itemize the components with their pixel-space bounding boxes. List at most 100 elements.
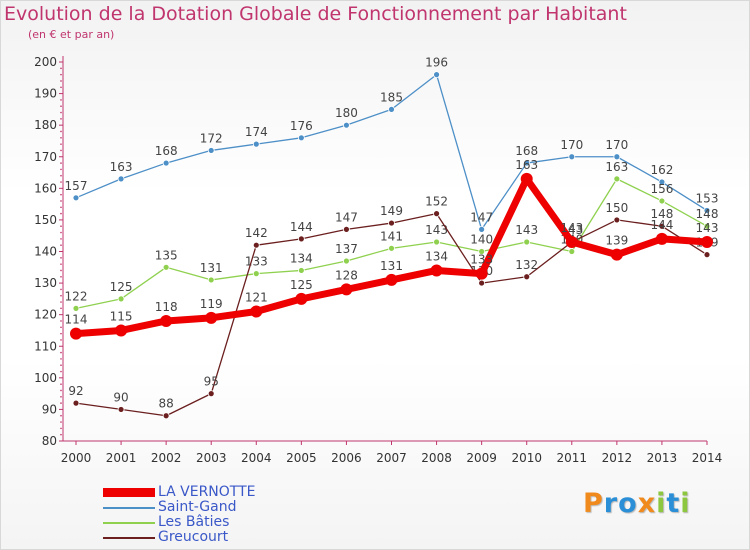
x-tick-label: 2009 (466, 451, 497, 465)
data-point-saint-gand (703, 207, 711, 214)
logo-letter: P (583, 488, 604, 519)
y-minor-tick (60, 143, 62, 145)
y-tick-label: 90 (42, 402, 57, 416)
data-label-saint-gand: 147 (470, 210, 493, 224)
x-tick-label: 2007 (376, 451, 407, 465)
legend: LA VERNOTTE Saint-Gand Les Bâties Greucourt (103, 485, 256, 545)
data-label-saint-gand: 162 (650, 163, 673, 177)
y-minor-tick (60, 67, 62, 70)
data-label-greucourt: 148 (650, 207, 673, 221)
y-minor-tick (60, 212, 62, 215)
x-tick-label: 2013 (647, 451, 678, 465)
y-tick-label: 180 (34, 118, 57, 132)
data-point-greucourt (523, 273, 531, 281)
y-tick-label: 140 (34, 245, 57, 259)
data-label-greucourt: 150 (605, 201, 628, 215)
y-minor-tick (60, 149, 62, 152)
legend-swatch (103, 488, 155, 497)
y-minor-tick (60, 275, 62, 278)
y-minor-tick (60, 257, 62, 259)
data-label-greucourt: 92 (68, 384, 83, 398)
legend-label: Saint-Gand (158, 499, 237, 515)
data-point-saint-gand (658, 178, 666, 186)
y-minor-tick (60, 414, 62, 417)
data-point-la-vernotte (385, 273, 398, 286)
y-minor-tick (60, 370, 62, 373)
chart-subtitle: (en € et par an) (28, 28, 115, 41)
data-point-la-vernotte (115, 324, 128, 337)
data-point-saint-gand (207, 147, 215, 154)
data-point-greucourt (162, 412, 170, 420)
data-point-greucourt (658, 222, 666, 230)
y-tick-label: 200 (34, 55, 57, 69)
x-tick-label: 2000 (61, 451, 92, 465)
data-label-la-vernotte: 121 (245, 291, 268, 305)
y-tick-label: 170 (34, 150, 57, 164)
data-point-la-vernotte (160, 314, 173, 327)
data-label-les-b-ties: 134 (290, 251, 313, 265)
data-point-la-vernotte (340, 283, 353, 296)
y-minor-tick (60, 137, 62, 139)
data-label-la-vernotte: 115 (110, 309, 133, 323)
x-tick-label: 2011 (557, 451, 588, 465)
y-tick-label: 80 (42, 434, 57, 448)
y-minor-tick (60, 111, 62, 114)
y-minor-tick (60, 118, 62, 120)
y-minor-tick (60, 86, 62, 89)
y-minor-tick (60, 389, 62, 392)
y-tick-label: 150 (34, 213, 57, 227)
y-minor-tick (60, 162, 62, 164)
data-point-les-b-ties (72, 304, 80, 312)
data-point-saint-gand (117, 175, 125, 183)
data-label-saint-gand: 174 (245, 125, 268, 139)
y-minor-tick (60, 263, 62, 265)
data-label-la-vernotte: 134 (425, 249, 448, 263)
legend-item-la-vernotte: LA VERNOTTE (103, 485, 256, 500)
y-minor-tick (60, 238, 62, 240)
data-label-les-b-ties: 141 (380, 229, 403, 243)
legend-label: Les Bâties (158, 514, 230, 530)
data-point-les-b-ties (252, 270, 260, 278)
legend-swatch (103, 521, 155, 524)
data-label-la-vernotte: 163 (515, 158, 538, 172)
y-minor-tick (60, 181, 62, 183)
y-minor-tick (60, 73, 62, 76)
data-label-la-vernotte: 128 (335, 268, 358, 282)
data-point-saint-gand (568, 153, 576, 161)
y-minor-tick (60, 307, 62, 310)
data-label-la-vernotte: 114 (65, 313, 88, 327)
data-point-les-b-ties (478, 248, 486, 255)
chart-title: Evolution de la Dotation Globale de Fonc… (4, 3, 627, 25)
y-tick-label: 100 (34, 371, 57, 385)
y-minor-tick (60, 225, 62, 228)
data-label-saint-gand: 172 (200, 131, 223, 145)
y-minor-tick (60, 99, 62, 101)
data-label-saint-gand: 170 (560, 138, 583, 152)
data-point-greucourt (72, 399, 80, 407)
legend-item-les-b-ties: Les Bâties (103, 515, 256, 530)
data-point-greucourt (613, 216, 621, 224)
data-label-greucourt: 95 (204, 375, 219, 389)
y-minor-tick (60, 332, 62, 335)
y-minor-tick (60, 301, 62, 303)
logo-letter: i (656, 488, 667, 519)
data-label-saint-gand: 153 (696, 191, 719, 205)
data-label-les-b-ties: 140 (470, 233, 493, 247)
data-label-les-b-ties: 143 (425, 223, 448, 237)
data-label-saint-gand: 170 (605, 138, 628, 152)
data-label-greucourt: 90 (113, 390, 128, 404)
data-label-les-b-ties: 156 (650, 182, 673, 196)
data-point-saint-gand (523, 159, 531, 167)
y-minor-tick (60, 80, 62, 82)
data-point-la-vernotte (565, 236, 578, 249)
data-point-greucourt (703, 251, 711, 259)
data-point-les-b-ties (162, 263, 170, 271)
data-label-la-vernotte: 131 (380, 259, 403, 273)
y-minor-tick (60, 244, 62, 246)
data-point-saint-gand (343, 121, 350, 129)
data-point-la-vernotte (205, 311, 218, 324)
y-minor-tick (60, 339, 62, 341)
y-tick-label: 130 (34, 276, 57, 290)
data-point-greucourt (433, 210, 440, 218)
logo-letter: x (637, 488, 657, 519)
